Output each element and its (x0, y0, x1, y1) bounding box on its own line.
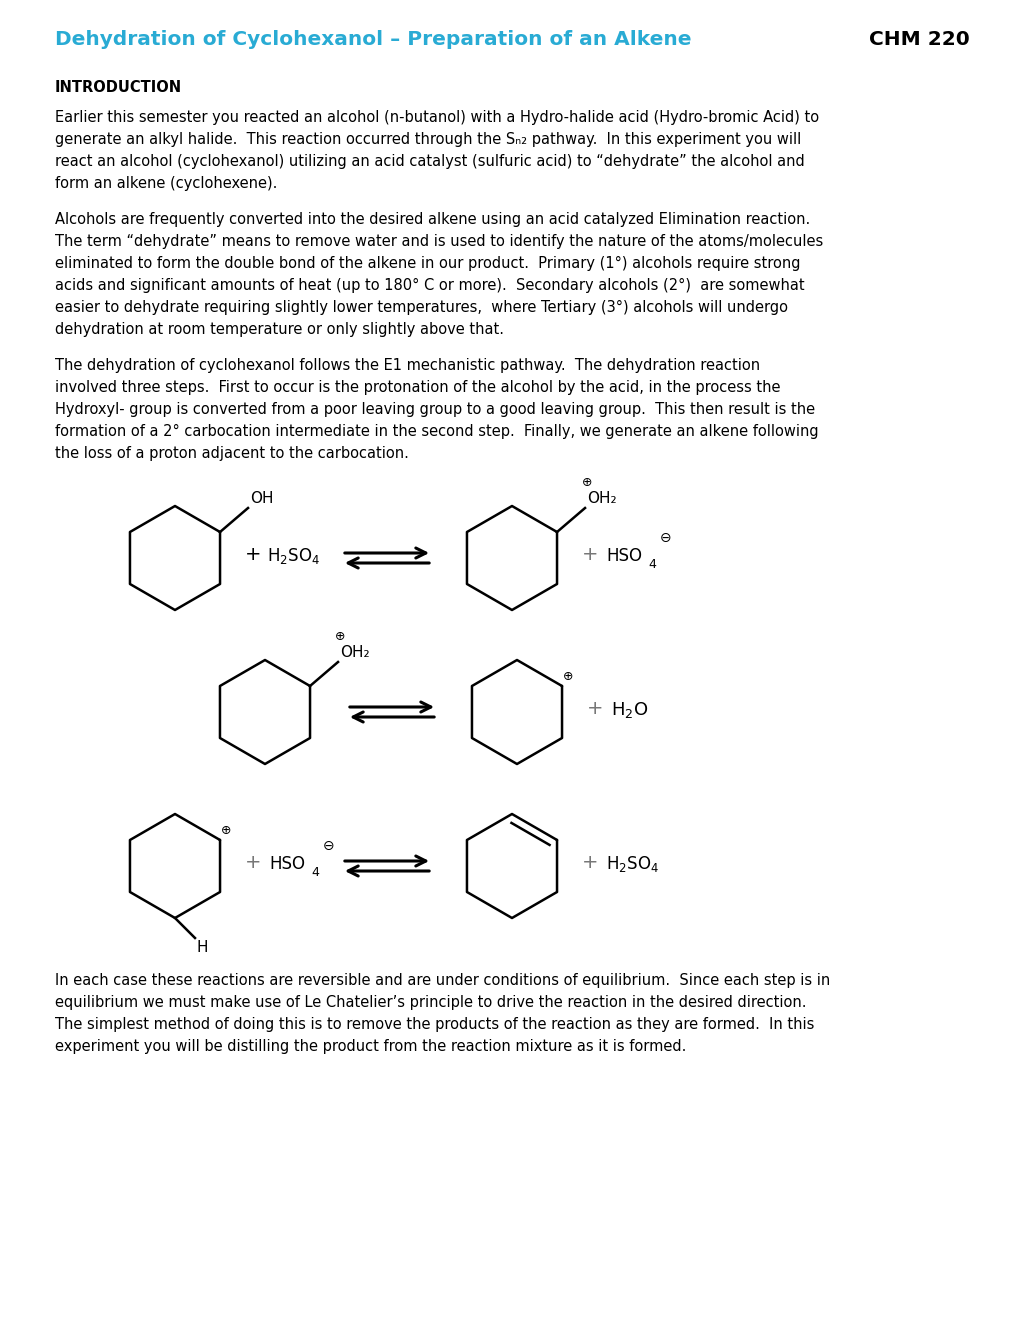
Text: Hydroxyl- group is converted from a poor leaving group to a good leaving group. : Hydroxyl- group is converted from a poor… (55, 403, 814, 417)
Text: ⊖: ⊖ (659, 531, 671, 545)
Text: OH₂: OH₂ (339, 645, 369, 660)
Text: The simplest method of doing this is to remove the products of the reaction as t: The simplest method of doing this is to … (55, 1016, 813, 1032)
Text: H$_2$O: H$_2$O (610, 700, 648, 719)
Text: H: H (197, 940, 208, 954)
Text: ⊕: ⊕ (581, 475, 592, 488)
Text: Alcohols are frequently converted into the desired alkene using an acid catalyze: Alcohols are frequently converted into t… (55, 213, 809, 227)
Text: 4: 4 (311, 866, 319, 879)
Text: Dehydration of Cyclohexanol – Preparation of an Alkene: Dehydration of Cyclohexanol – Preparatio… (55, 30, 691, 49)
Text: ⊖: ⊖ (323, 840, 334, 853)
Text: ⊕: ⊕ (220, 824, 231, 837)
Text: INTRODUCTION: INTRODUCTION (55, 81, 182, 95)
Text: the loss of a proton adjacent to the carbocation.: the loss of a proton adjacent to the car… (55, 446, 409, 461)
Text: +: + (582, 853, 598, 871)
Text: easier to dehydrate requiring slightly lower temperatures,  where Tertiary (3°) : easier to dehydrate requiring slightly l… (55, 300, 788, 315)
Text: In each case these reactions are reversible and are under conditions of equilibr: In each case these reactions are reversi… (55, 973, 829, 987)
Text: Earlier this semester you reacted an alcohol (n-butanol) with a Hydro-halide aci: Earlier this semester you reacted an alc… (55, 110, 818, 125)
Text: dehydration at room temperature or only slightly above that.: dehydration at room temperature or only … (55, 322, 503, 337)
Text: formation of a 2° carbocation intermediate in the second step.  Finally, we gene: formation of a 2° carbocation intermedia… (55, 424, 818, 440)
Text: OH₂: OH₂ (587, 491, 616, 506)
Text: +: + (582, 544, 598, 564)
Text: 4: 4 (647, 557, 655, 570)
Text: ⊕: ⊕ (334, 630, 345, 643)
Text: eliminated to form the double bond of the alkene in our product.  Primary (1°) a: eliminated to form the double bond of th… (55, 256, 800, 271)
Text: generate an alkyl halide.  This reaction occurred through the Sₙ₂ pathway.  In t: generate an alkyl halide. This reaction … (55, 132, 801, 147)
Text: +: + (245, 544, 261, 564)
Text: +: + (245, 853, 261, 871)
Text: experiment you will be distilling the product from the reaction mixture as it is: experiment you will be distilling the pr… (55, 1039, 686, 1053)
Text: OH: OH (250, 491, 273, 506)
Text: acids and significant amounts of heat (up to 180° C or more).  Secondary alcohol: acids and significant amounts of heat (u… (55, 279, 804, 293)
Text: +: + (586, 698, 603, 718)
Text: equilibrium we must make use of Le Chatelier’s principle to drive the reaction i: equilibrium we must make use of Le Chate… (55, 995, 806, 1010)
Text: H$_2$SO$_4$: H$_2$SO$_4$ (605, 854, 658, 874)
Text: HSO: HSO (269, 855, 305, 873)
Text: form an alkene (cyclohexene).: form an alkene (cyclohexene). (55, 176, 277, 191)
Text: CHM 220: CHM 220 (868, 30, 969, 49)
Text: involved three steps.  First to occur is the protonation of the alcohol by the a: involved three steps. First to occur is … (55, 380, 780, 395)
Text: react an alcohol (cyclohexanol) utilizing an acid catalyst (sulfuric acid) to “d: react an alcohol (cyclohexanol) utilizin… (55, 154, 804, 169)
Text: ⊕: ⊕ (562, 669, 573, 682)
Text: The term “dehydrate” means to remove water and is used to identify the nature of: The term “dehydrate” means to remove wat… (55, 234, 822, 249)
Text: HSO: HSO (605, 546, 641, 565)
Text: The dehydration of cyclohexanol follows the E1 mechanistic pathway.  The dehydra: The dehydration of cyclohexanol follows … (55, 358, 759, 374)
Text: H$_2$SO$_4$: H$_2$SO$_4$ (267, 546, 320, 566)
